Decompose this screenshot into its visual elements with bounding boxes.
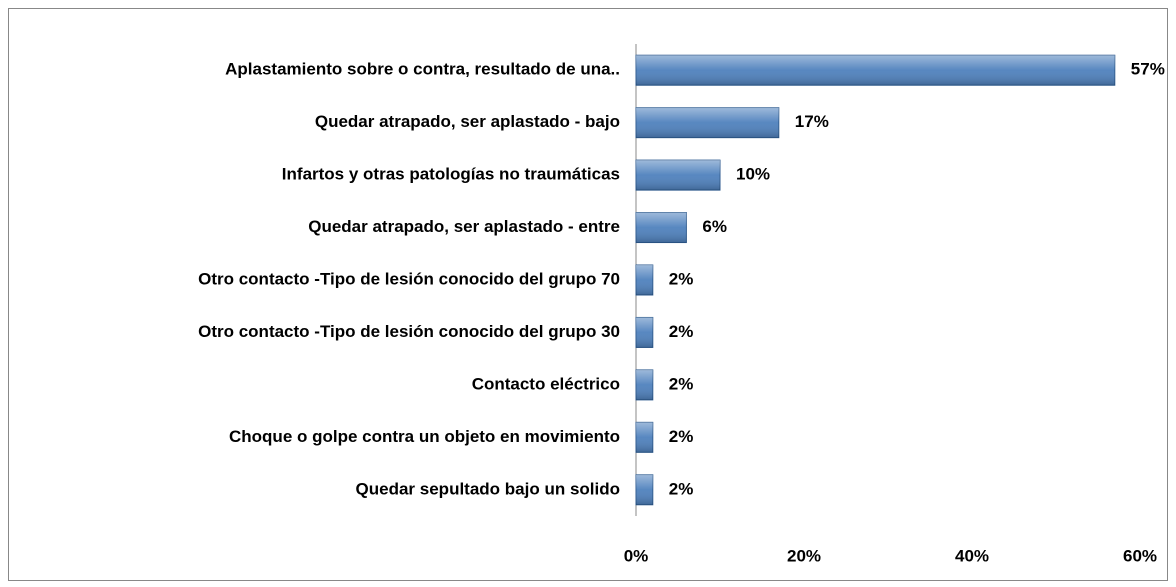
bar-shine	[636, 160, 720, 191]
value-label: 17%	[795, 112, 829, 131]
y-tick-label: Otro contacto -Tipo de lesión conocido d…	[198, 322, 620, 341]
y-tick-label: Quedar atrapado, ser aplastado - entre	[308, 217, 620, 236]
x-tick-label: 40%	[955, 546, 989, 565]
bar-shine	[636, 317, 653, 348]
x-tick-label: 20%	[787, 546, 821, 565]
bar-shine	[636, 55, 1115, 86]
bar-shine	[636, 474, 653, 505]
x-tick-label: 0%	[624, 546, 649, 565]
value-label: 2%	[669, 322, 694, 341]
chart-frame	[8, 8, 1168, 581]
bar-shine	[636, 422, 653, 453]
value-label: 2%	[669, 374, 694, 393]
y-tick-label: Infartos y otras patologías no traumátic…	[282, 165, 620, 184]
value-label: 6%	[702, 217, 727, 236]
value-label: 10%	[736, 165, 770, 184]
y-tick-label: Aplastamiento sobre o contra, resultado …	[225, 60, 620, 79]
value-label: 2%	[669, 269, 694, 288]
value-label: 2%	[669, 427, 694, 446]
bar-shine	[636, 212, 687, 243]
bar-shine	[636, 369, 653, 400]
value-label: 57%	[1131, 60, 1165, 79]
bar-shine	[636, 107, 779, 138]
y-tick-label: Otro contacto -Tipo de lesión conocido d…	[198, 269, 620, 288]
bar-shine	[636, 265, 653, 295]
y-tick-label: Quedar atrapado, ser aplastado - bajo	[315, 112, 620, 131]
x-tick-label: 60%	[1123, 546, 1157, 565]
y-tick-label: Choque o golpe contra un objeto en movim…	[229, 427, 620, 446]
value-label: 2%	[669, 479, 694, 498]
y-tick-label: Quedar sepultado bajo un solido	[356, 479, 620, 498]
y-tick-label: Contacto eléctrico	[472, 374, 620, 393]
